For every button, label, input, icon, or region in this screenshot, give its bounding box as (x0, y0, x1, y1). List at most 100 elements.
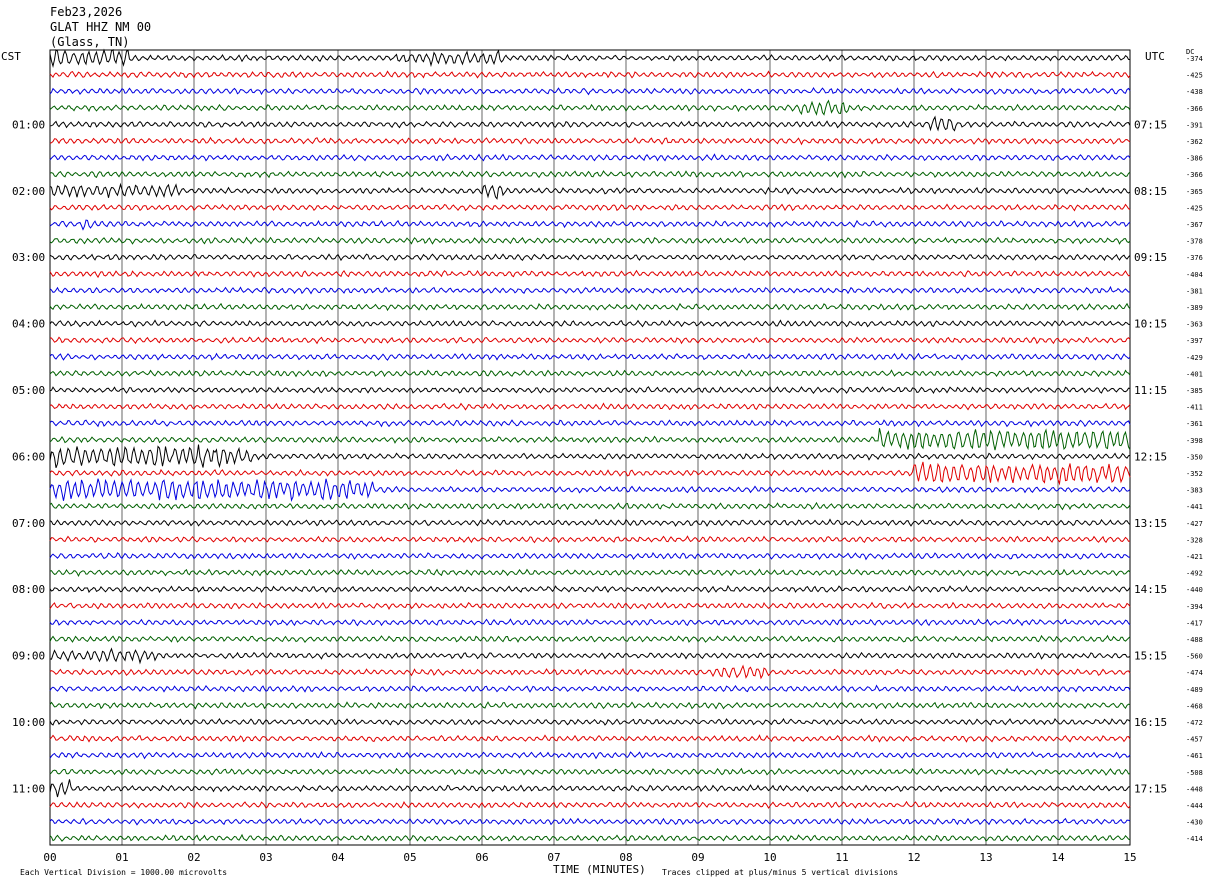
trace-row (49, 833, 1131, 843)
dc-offset-label: -362 (1186, 138, 1203, 146)
trace-row (49, 767, 1131, 776)
dc-offset-label: -414 (1186, 835, 1203, 843)
dc-offset-label: -560 (1186, 653, 1203, 661)
dc-offset-label: -383 (1186, 487, 1203, 495)
dc-offset-label: -421 (1186, 553, 1203, 561)
trace-row (49, 647, 1131, 665)
trace-row (49, 601, 1131, 610)
dc-offset-label: -350 (1186, 453, 1203, 461)
utc-hour-label: 14:15 (1134, 583, 1167, 596)
x-tick-label: 02 (187, 851, 200, 864)
trace-row (49, 478, 1131, 502)
dc-offset-label: -381 (1186, 287, 1203, 295)
trace-row (49, 352, 1131, 361)
trace-row (49, 319, 1131, 328)
axis-labels: 00 01 02 03 04 05 06 07 08 09 10 11 12 13 14 15 -374 -425… (12, 55, 1203, 864)
dc-offset-label: -488 (1186, 636, 1203, 644)
cst-hour-label: 01:00 (12, 118, 45, 131)
utc-hour-label: 10:15 (1134, 318, 1167, 331)
utc-hour-label: 17:15 (1134, 782, 1167, 795)
x-tick-label: 01 (115, 851, 128, 864)
dc-offset-label: -374 (1186, 55, 1203, 63)
x-tick-label: 08 (619, 851, 632, 864)
utc-hour-label: 09:15 (1134, 251, 1167, 264)
dc-offset-label: -398 (1186, 437, 1203, 445)
dc-offset-label: -366 (1186, 171, 1203, 179)
trace-row (49, 800, 1131, 809)
utc-hour-label: 07:15 (1134, 118, 1167, 131)
trace-row (49, 717, 1131, 726)
dc-offset-label: -376 (1186, 254, 1203, 262)
dc-offset-label: -438 (1186, 88, 1203, 96)
trace-row (49, 568, 1131, 578)
dc-offset-label: -427 (1186, 520, 1203, 528)
cst-hour-label: 04:00 (12, 318, 45, 331)
utc-hour-label: 15:15 (1134, 650, 1167, 663)
dc-offset-label: -328 (1186, 536, 1203, 544)
trace-row (49, 779, 1131, 798)
dc-offset-label: -417 (1186, 619, 1203, 627)
dc-offset-label: -394 (1186, 603, 1203, 611)
trace-row (49, 461, 1131, 486)
dc-offset-label: -361 (1186, 420, 1203, 428)
trace-row (49, 428, 1131, 451)
station-label: GLAT HHZ NM 00 (50, 20, 152, 34)
clip-note: Traces clipped at plus/minus 5 vertical … (662, 868, 899, 877)
dc-offset-label: -401 (1186, 370, 1203, 378)
trace-row (49, 153, 1131, 162)
dc-offset-label: -440 (1186, 586, 1203, 594)
dc-offset-label: -352 (1186, 470, 1203, 478)
dc-offset-label: -457 (1186, 736, 1203, 744)
seismic-traces (49, 48, 1131, 843)
dc-offset-label: -474 (1186, 669, 1203, 677)
minute-grid (49, 49, 1131, 846)
x-tick-label: 07 (547, 851, 560, 864)
dc-offset-label: -441 (1186, 503, 1203, 511)
dc-offset-label: -366 (1186, 105, 1203, 113)
trace-row (49, 618, 1131, 627)
left-timezone-label: CST (1, 50, 21, 63)
trace-row (49, 552, 1130, 561)
dc-offset-label: -430 (1186, 819, 1203, 827)
trace-row (49, 369, 1131, 378)
x-axis-label: TIME (MINUTES) (553, 863, 646, 876)
dc-offset-label: -492 (1186, 570, 1203, 578)
cst-hour-label: 03:00 (12, 251, 45, 264)
plot-frame (49, 49, 1131, 846)
x-tick-label: 13 (979, 851, 992, 864)
trace-row (49, 285, 1130, 295)
trace-row (49, 269, 1131, 279)
trace-row (49, 634, 1131, 643)
trace-row (49, 584, 1131, 594)
trace-row (49, 136, 1131, 146)
trace-row (49, 253, 1131, 262)
trace-row (49, 87, 1131, 96)
trace-row (49, 701, 1131, 710)
trace-row (49, 386, 1131, 395)
utc-hour-label: 12:15 (1134, 450, 1167, 463)
dc-offset-label: -425 (1186, 72, 1203, 80)
x-tick-label: 05 (403, 851, 416, 864)
dc-offset-label: -425 (1186, 204, 1203, 212)
cst-hour-label: 11:00 (12, 782, 45, 795)
trace-row (49, 115, 1131, 132)
x-tick-label: 00 (43, 851, 56, 864)
trace-row (49, 734, 1131, 743)
trace-row (49, 182, 1131, 200)
trace-row (49, 236, 1131, 245)
date-label: Feb23,2026 (50, 5, 123, 19)
cst-hour-label: 09:00 (12, 650, 45, 663)
dc-offset-label: -411 (1186, 404, 1203, 412)
cst-hour-label: 07:00 (12, 517, 45, 530)
dc-offset-header: DC (1186, 48, 1195, 56)
trace-row (49, 219, 1131, 231)
trace-row (49, 535, 1131, 544)
location-label: (Glass, TN) (50, 35, 130, 49)
x-tick-label: 15 (1123, 851, 1136, 864)
cst-hour-label: 05:00 (12, 384, 45, 397)
utc-hour-label: 13:15 (1134, 517, 1167, 530)
utc-hour-label: 08:15 (1134, 185, 1167, 198)
trace-row (49, 99, 1131, 116)
dc-offset-label: -461 (1186, 752, 1203, 760)
